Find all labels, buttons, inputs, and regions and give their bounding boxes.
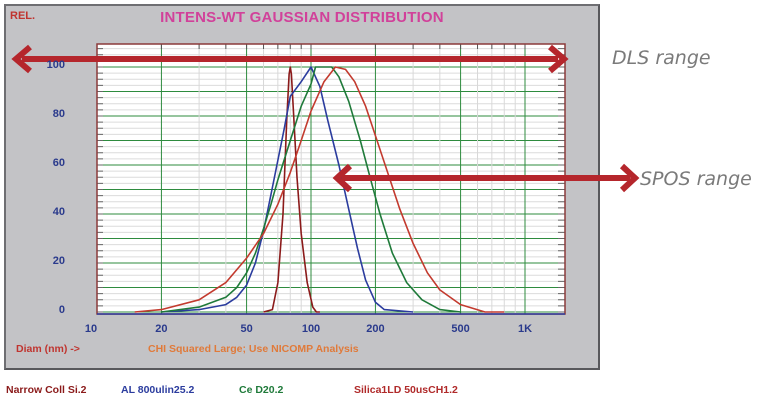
y-tick-label: 80 bbox=[52, 108, 65, 120]
y-tick-label: 40 bbox=[52, 206, 65, 218]
spos-arrow-left-head bbox=[332, 163, 353, 193]
x-tick-label: 100 bbox=[301, 323, 321, 335]
y-tick-label: 20 bbox=[52, 255, 65, 267]
series-line-4 bbox=[134, 66, 505, 313]
legend-item-al-800ulin: AL 800ulin25.2 bbox=[121, 384, 195, 396]
status-message: CHI Squared Large; Use NICOMP Analysis bbox=[148, 343, 359, 355]
x-axis-label: Diam (nm) -> bbox=[16, 343, 80, 355]
legend-item-narrow-coll: Narrow Coll Si.2 bbox=[6, 384, 87, 396]
spos-arrow-right-head bbox=[619, 163, 640, 193]
dls-arrow-right-head bbox=[548, 44, 569, 74]
y-tick-label: 100 bbox=[46, 59, 65, 71]
y-tick-label: 0 bbox=[58, 304, 65, 316]
x-tick-label: 20 bbox=[155, 323, 168, 335]
series-line-3 bbox=[161, 66, 461, 313]
x-tick-label: 50 bbox=[240, 323, 253, 335]
dls-range-label: DLS range bbox=[612, 47, 711, 69]
chart-title: INTENS-WT GAUSSIAN DISTRIBUTION bbox=[160, 9, 444, 26]
x-tick-label: 500 bbox=[451, 323, 470, 335]
series-line-1 bbox=[263, 66, 320, 313]
legend-item-silica1ld: Silica1LD 50usCH1.2 bbox=[354, 384, 458, 396]
x-tick-label: 1K bbox=[517, 323, 533, 335]
legend-item-ce-d20: Ce D20.2 bbox=[239, 384, 284, 396]
y-tick-label: 60 bbox=[52, 157, 65, 169]
x-tick-label: 10 bbox=[84, 323, 98, 335]
series-line-2 bbox=[161, 66, 414, 313]
x-tick-label: 200 bbox=[366, 323, 385, 335]
spos-range-label: SPOS range bbox=[640, 168, 752, 190]
y-axis-label: REL. bbox=[10, 10, 36, 22]
dls-arrow-left-head bbox=[11, 44, 32, 74]
